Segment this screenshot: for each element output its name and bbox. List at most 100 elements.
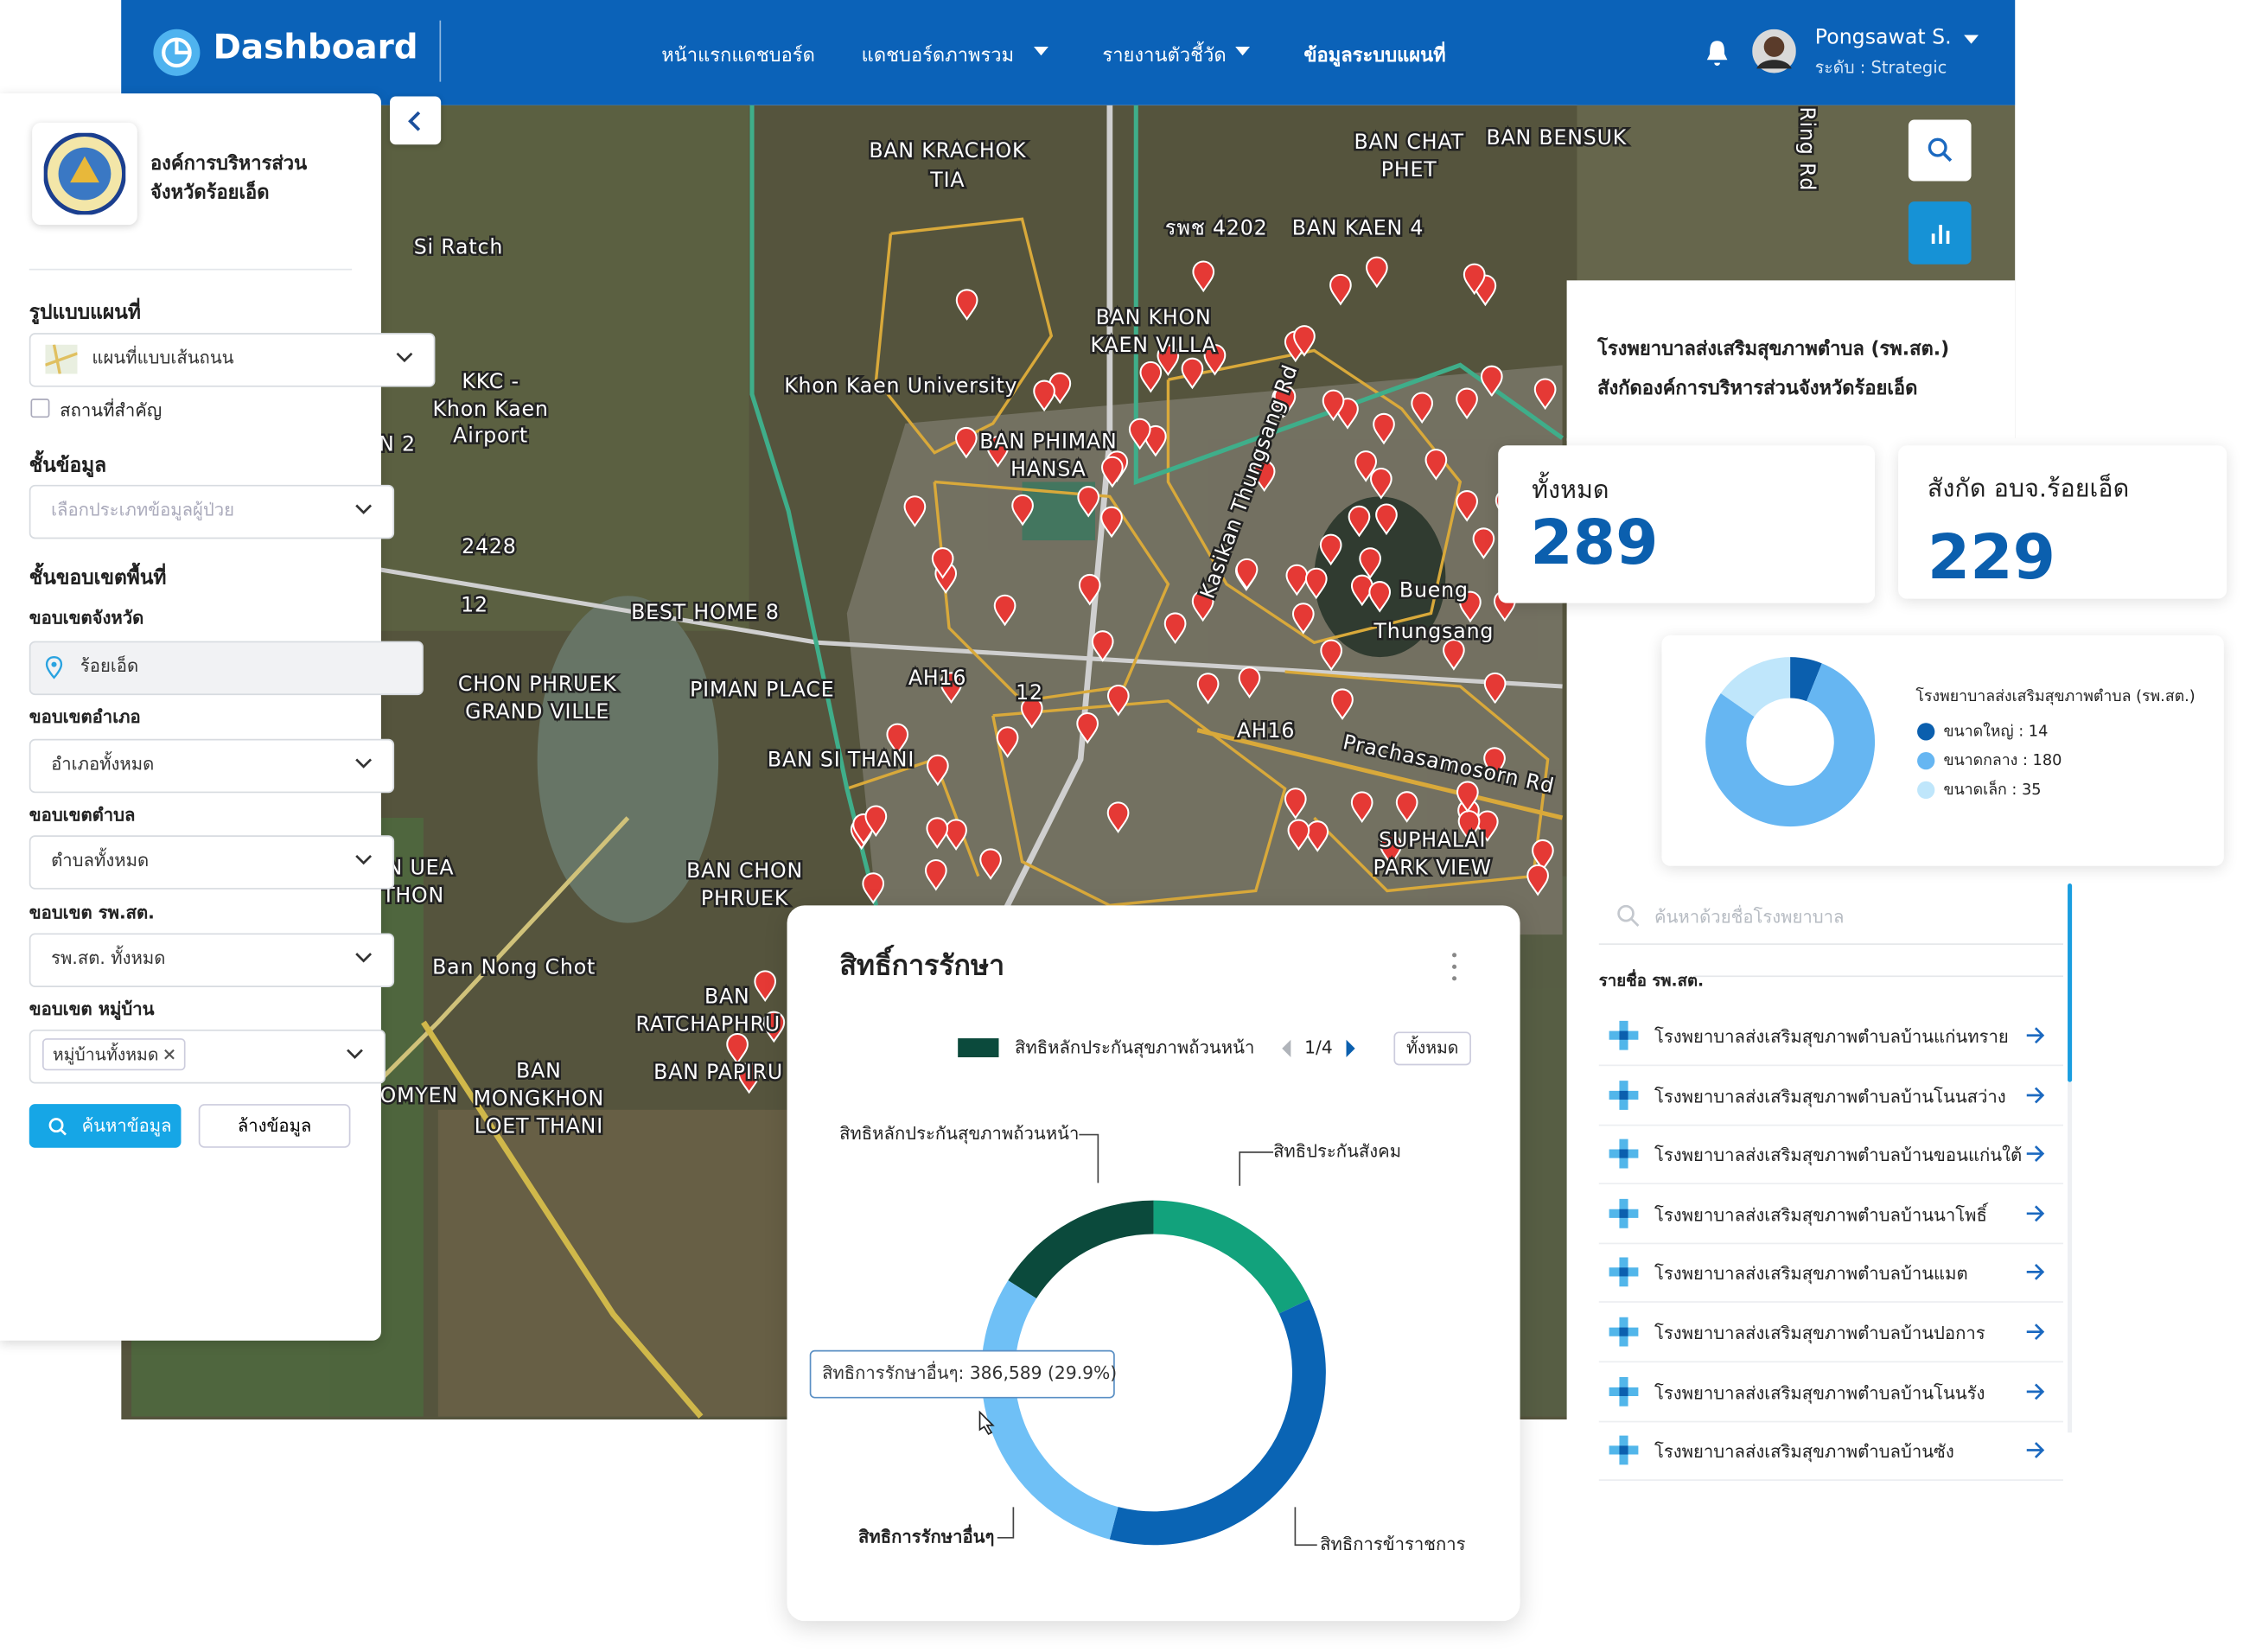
hospital-row[interactable]: โรงพยาบาลส่งเสริมสุขภาพตำบลบ้านแก่นทราย bbox=[1598, 1006, 2063, 1067]
map-search-button[interactable] bbox=[1908, 119, 1972, 182]
legend-prev[interactable] bbox=[1282, 1039, 1291, 1058]
search-button[interactable]: ค้นหาข้อมูล bbox=[29, 1104, 182, 1148]
map-pin bbox=[1235, 558, 1259, 590]
legend-all-button[interactable] bbox=[1393, 1031, 1471, 1066]
collapse-button[interactable] bbox=[390, 96, 442, 145]
map-pin bbox=[754, 970, 777, 1002]
button-text: ล้างข้อมูล bbox=[237, 1115, 312, 1137]
map-pin bbox=[1443, 639, 1465, 671]
callout-line bbox=[1294, 1507, 1317, 1547]
tag-text: หมู่บ้านทั้งหมด bbox=[52, 1043, 159, 1065]
map-pin bbox=[940, 672, 963, 705]
chart-toggle-button[interactable] bbox=[1908, 201, 1972, 265]
map-pin bbox=[864, 805, 888, 838]
legend-dot bbox=[1917, 781, 1935, 800]
map-pin bbox=[1359, 547, 1381, 579]
arrow-icon[interactable] bbox=[2025, 1145, 2046, 1163]
scrollbar-track bbox=[2068, 1081, 2073, 1433]
map-label: Airport bbox=[453, 424, 528, 448]
map-pin bbox=[1319, 533, 1342, 566]
hospital-row[interactable]: โรงพยาบาลส่งเสริมสุขภาพตำบลบ้านซัง bbox=[1598, 1421, 2063, 1482]
section-heading: ชั้นขอบเขตพื้นที่ bbox=[29, 566, 167, 590]
arrow-icon[interactable] bbox=[2025, 1442, 2046, 1459]
callout-label: สิทธิประกันสังคม bbox=[1273, 1140, 1401, 1161]
map-pin bbox=[1483, 747, 1506, 779]
map-pin bbox=[1366, 256, 1388, 289]
nav-item[interactable]: รายงานตัวชี้วัด bbox=[1102, 45, 1227, 67]
map-pin bbox=[1285, 564, 1309, 596]
map-label: 12 bbox=[461, 593, 488, 617]
right-panel-header: โรงพยาบาลส่งเสริมสุขภาพตำบล (รพ.สต.) สัง… bbox=[1566, 280, 2016, 442]
hospital-icon bbox=[1609, 1198, 1639, 1228]
arrow-shape bbox=[2026, 1264, 2045, 1281]
menu-dot[interactable] bbox=[1452, 976, 1457, 981]
hospital-row[interactable]: โรงพยาบาลส่งเสริมสุขภาพตำบลบ้านขอนแก่นใต… bbox=[1598, 1125, 2063, 1185]
hospital-row[interactable]: โรงพยาบาลส่งเสริมสุขภาพตำบลบ้านแมต bbox=[1598, 1243, 2063, 1304]
map-pin bbox=[955, 289, 978, 321]
map-label: BAN KRACHOK bbox=[869, 138, 1026, 163]
map-pin bbox=[996, 726, 1019, 758]
village-select[interactable]: หมู่บ้านทั้งหมด bbox=[29, 1029, 386, 1084]
hospital-icon bbox=[1609, 1139, 1639, 1169]
subdistrict-select[interactable]: ตำบลทั้งหมด bbox=[29, 835, 395, 890]
icon-center bbox=[1619, 1149, 1628, 1158]
map-pin bbox=[1411, 392, 1434, 424]
hospital-row[interactable]: โรงพยาบาลส่งเสริมสุขภาพตำบลบ้านนาโพธิ์ bbox=[1598, 1184, 2063, 1244]
layer-select[interactable]: เลือกประเภทข้อมูลผู้ป่วย bbox=[29, 484, 395, 539]
pin-icon bbox=[45, 656, 63, 679]
stat-card: สังกัด อบจ.ร้อยเอ็ด 229 bbox=[1898, 445, 2227, 599]
org-logo-box bbox=[32, 122, 137, 226]
checkbox[interactable] bbox=[30, 399, 50, 418]
legend-next[interactable] bbox=[1346, 1039, 1355, 1058]
arrow-icon[interactable] bbox=[2025, 1264, 2046, 1281]
nav-item[interactable]: แดชบอร์ดภาพรวม bbox=[861, 45, 1015, 67]
map-pin bbox=[1252, 460, 1276, 493]
menu-dot[interactable] bbox=[1452, 953, 1457, 958]
nav-item[interactable]: หน้าแรกแดชบอร์ด bbox=[661, 45, 815, 67]
map-label: BAN PAPIRU bbox=[653, 1060, 783, 1084]
menu-dot[interactable] bbox=[1452, 964, 1457, 969]
avatar[interactable] bbox=[1752, 29, 1796, 73]
hospital-row[interactable]: โรงพยาบาลส่งเสริมสุขภาพตำบลบ้านโนนรัง bbox=[1598, 1362, 2063, 1422]
hospital-select[interactable]: รพ.สต. ทั้งหมด bbox=[29, 933, 395, 987]
arrow-icon[interactable] bbox=[2025, 1324, 2046, 1341]
map-pin bbox=[1203, 344, 1227, 376]
scrollbar-thumb[interactable] bbox=[2068, 883, 2073, 1082]
bell-icon[interactable] bbox=[1705, 38, 1729, 67]
search-icon bbox=[1617, 904, 1640, 927]
map-pin bbox=[1368, 581, 1392, 613]
map-pin bbox=[1139, 360, 1163, 393]
hospital-row[interactable]: โรงพยาบาลส่งเสริมสุขภาพตำบลบ้านโนนสว่าง bbox=[1598, 1066, 2063, 1126]
nav-item[interactable]: ข้อมูลระบบแผนที่ bbox=[1303, 45, 1446, 67]
district-select[interactable]: อำเภอทั้งหมด bbox=[29, 738, 395, 794]
arrow-icon[interactable] bbox=[2025, 1204, 2046, 1221]
map-pin bbox=[931, 547, 954, 579]
map-pin bbox=[1106, 685, 1130, 717]
divider bbox=[1693, 975, 2063, 978]
search-icon bbox=[48, 1118, 67, 1136]
map-label: BAN KAEN 4 bbox=[1292, 216, 1424, 240]
arrow-icon[interactable] bbox=[2025, 1382, 2046, 1400]
search-placeholder: ค้นหาด้วยชื่อโรงพยาบาล bbox=[1654, 907, 1845, 928]
map-pin bbox=[1373, 412, 1395, 445]
select-value: ตำบลทั้งหมด bbox=[51, 850, 150, 871]
stat-label: ทั้งหมด bbox=[1532, 475, 1609, 506]
clear-button[interactable]: ล้างข้อมูล bbox=[198, 1104, 351, 1148]
map-style-select[interactable]: แผนที่แบบเส้นถนน bbox=[29, 333, 436, 387]
arrow-icon[interactable] bbox=[2025, 1027, 2046, 1044]
map-pin bbox=[1078, 574, 1101, 606]
org-name: องค์การบริหารส่วน bbox=[150, 153, 308, 175]
logo-icon bbox=[153, 29, 201, 76]
hospital-search[interactable]: ค้นหาด้วยชื่อโรงพยาบาล bbox=[1598, 883, 2063, 945]
map-pin bbox=[1291, 603, 1315, 635]
map-pin bbox=[1472, 527, 1495, 559]
map-pin bbox=[1526, 864, 1549, 896]
tag-remove[interactable] bbox=[164, 1049, 176, 1061]
arrow-icon[interactable] bbox=[2025, 1086, 2046, 1103]
map-pin bbox=[1483, 672, 1507, 705]
map-label: N UEA bbox=[387, 856, 455, 880]
hospital-row[interactable]: โรงพยาบาลส่งเสริมสุขภาพตำบลบ้านปอการ bbox=[1598, 1303, 2063, 1363]
tag[interactable]: หมู่บ้านทั้งหมด bbox=[41, 1038, 186, 1071]
map-pin bbox=[945, 819, 967, 851]
